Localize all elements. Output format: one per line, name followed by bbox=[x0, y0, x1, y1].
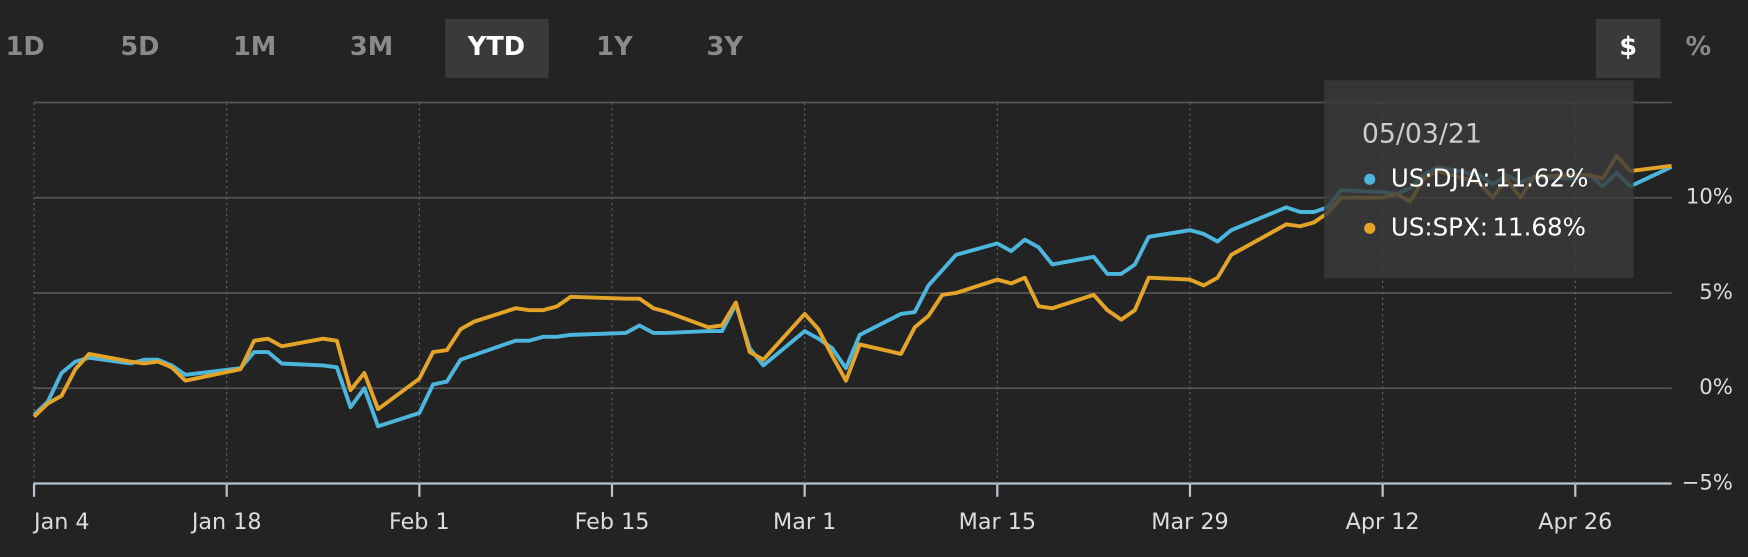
range-button[interactable]: 1M bbox=[233, 32, 276, 62]
y-tick-label: 0% bbox=[1699, 374, 1733, 399]
tooltip-entry: US:SPX: 11.68% bbox=[1391, 212, 1586, 241]
x-tick-label: Feb 15 bbox=[575, 509, 650, 535]
tooltip-value: 11.62% bbox=[1495, 163, 1588, 192]
range-button-bg bbox=[445, 18, 549, 78]
tooltip-box bbox=[1324, 80, 1634, 279]
x-tick-label: Mar 15 bbox=[959, 509, 1036, 535]
tooltip-series-name: US:SPX: bbox=[1391, 212, 1488, 241]
x-tick-label: Jan 4 bbox=[32, 509, 90, 535]
tooltip-value: 11.68% bbox=[1492, 212, 1585, 241]
range-button[interactable]: 3Y bbox=[707, 32, 744, 62]
tooltip-dot bbox=[1364, 173, 1376, 185]
unit-button-bg bbox=[1595, 18, 1661, 78]
tooltip-dot bbox=[1364, 222, 1376, 234]
range-button[interactable]: 5D bbox=[120, 32, 159, 62]
range-button[interactable]: 3M bbox=[350, 32, 393, 62]
x-tick-label: Apr 12 bbox=[1346, 509, 1420, 535]
y-tick-label: 5% bbox=[1699, 279, 1733, 304]
y-tick-label: −5% bbox=[1682, 469, 1733, 494]
x-tick-label: Jan 18 bbox=[190, 509, 262, 535]
range-button[interactable]: YTD bbox=[467, 32, 525, 62]
tooltip-date: 05/03/21 bbox=[1362, 118, 1482, 149]
range-button[interactable]: 1D bbox=[6, 32, 45, 62]
y-tick-label: 10% bbox=[1686, 184, 1733, 209]
range-button[interactable]: 1Y bbox=[596, 32, 633, 62]
unit-button[interactable]: % bbox=[1686, 32, 1712, 62]
unit-button[interactable]: $ bbox=[1619, 32, 1637, 62]
x-tick-label: Mar 29 bbox=[1151, 509, 1228, 535]
tooltip-series-name: US:DJIA: bbox=[1391, 163, 1491, 192]
x-tick-label: Feb 1 bbox=[389, 509, 450, 535]
plot: −5% 0% 5% 10% Jan 4 Jan 18 Feb 1 Feb 15 Mar 1 Mar… bbox=[32, 101, 1733, 535]
x-tick-label: Mar 1 bbox=[773, 509, 836, 535]
tooltip-entry: US:DJIA: 11.62% bbox=[1391, 163, 1589, 192]
x-tick-label: Apr 26 bbox=[1538, 509, 1612, 535]
